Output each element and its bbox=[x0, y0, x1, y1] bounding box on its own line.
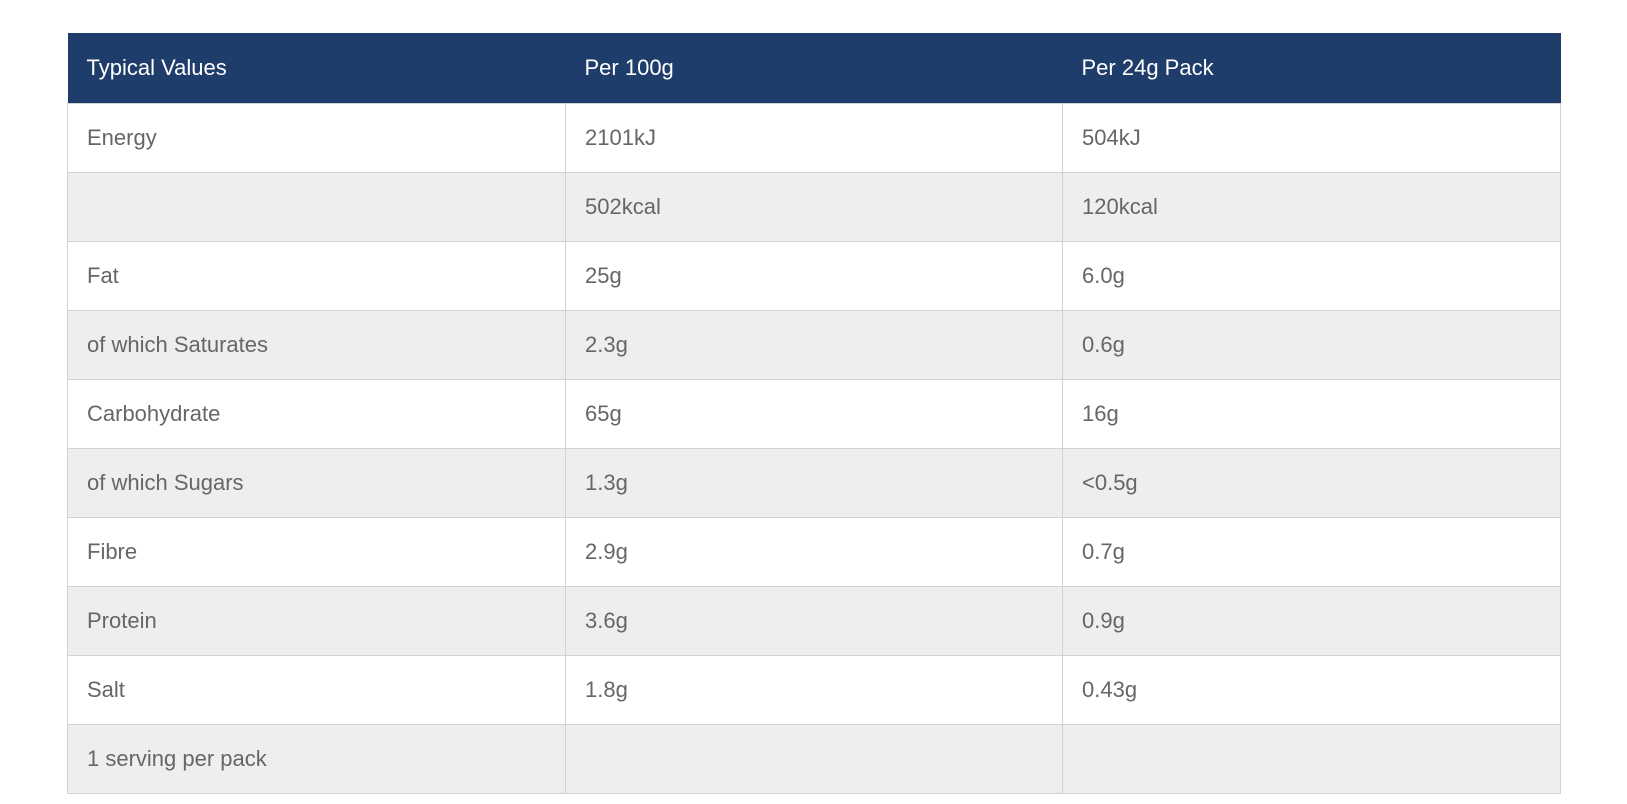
header-typical-values: Typical Values bbox=[67, 33, 566, 103]
per-pack-value: 0.43g bbox=[1062, 654, 1561, 725]
nutrient-name: of which Sugars bbox=[67, 447, 566, 518]
per-pack-value: 0.6g bbox=[1062, 309, 1561, 380]
nutrient-name: Fat bbox=[67, 240, 566, 311]
header-per-pack: Per 24g Pack bbox=[1062, 33, 1561, 103]
table-row: of which Sugars 1.3g <0.5g bbox=[67, 447, 1561, 518]
nutrient-name bbox=[67, 171, 566, 242]
nutrient-name: Protein bbox=[67, 585, 566, 656]
nutrient-name: 1 serving per pack bbox=[67, 723, 566, 794]
per-100g-value bbox=[565, 723, 1063, 794]
per-pack-value: <0.5g bbox=[1062, 447, 1561, 518]
per-100g-value: 25g bbox=[565, 240, 1063, 311]
table-row: 502kcal 120kcal bbox=[67, 171, 1561, 242]
table-row: Fat 25g 6.0g bbox=[67, 240, 1561, 311]
nutrient-name: Fibre bbox=[67, 516, 566, 587]
per-pack-value: 6.0g bbox=[1062, 240, 1561, 311]
table-row: Energy 2101kJ 504kJ bbox=[67, 102, 1561, 173]
nutrient-name: Carbohydrate bbox=[67, 378, 566, 449]
per-pack-value: 16g bbox=[1062, 378, 1561, 449]
table-row: Fibre 2.9g 0.7g bbox=[67, 516, 1561, 587]
per-100g-value: 502kcal bbox=[565, 171, 1063, 242]
table-row: Protein 3.6g 0.9g bbox=[67, 585, 1561, 656]
nutrition-table: Typical Values Per 100g Per 24g Pack Ene… bbox=[67, 33, 1561, 794]
table-row: of which Saturates 2.3g 0.6g bbox=[67, 309, 1561, 380]
nutrient-name: of which Saturates bbox=[67, 309, 566, 380]
per-100g-value: 3.6g bbox=[565, 585, 1063, 656]
per-pack-value: 120kcal bbox=[1062, 171, 1561, 242]
per-100g-value: 1.8g bbox=[565, 654, 1063, 725]
per-pack-value: 0.9g bbox=[1062, 585, 1561, 656]
table-row: 1 serving per pack bbox=[67, 723, 1561, 794]
per-100g-value: 2101kJ bbox=[565, 102, 1063, 173]
per-pack-value bbox=[1062, 723, 1561, 794]
per-pack-value: 504kJ bbox=[1062, 102, 1561, 173]
table-row: Salt 1.8g 0.43g bbox=[67, 654, 1561, 725]
nutrient-name: Salt bbox=[67, 654, 566, 725]
per-pack-value: 0.7g bbox=[1062, 516, 1561, 587]
per-100g-value: 2.3g bbox=[565, 309, 1063, 380]
table-row: Carbohydrate 65g 16g bbox=[67, 378, 1561, 449]
per-100g-value: 1.3g bbox=[565, 447, 1063, 518]
header-per-100g: Per 100g bbox=[565, 33, 1063, 103]
per-100g-value: 2.9g bbox=[565, 516, 1063, 587]
per-100g-value: 65g bbox=[565, 378, 1063, 449]
nutrient-name: Energy bbox=[67, 102, 566, 173]
header-row: Typical Values Per 100g Per 24g Pack bbox=[67, 33, 1561, 103]
